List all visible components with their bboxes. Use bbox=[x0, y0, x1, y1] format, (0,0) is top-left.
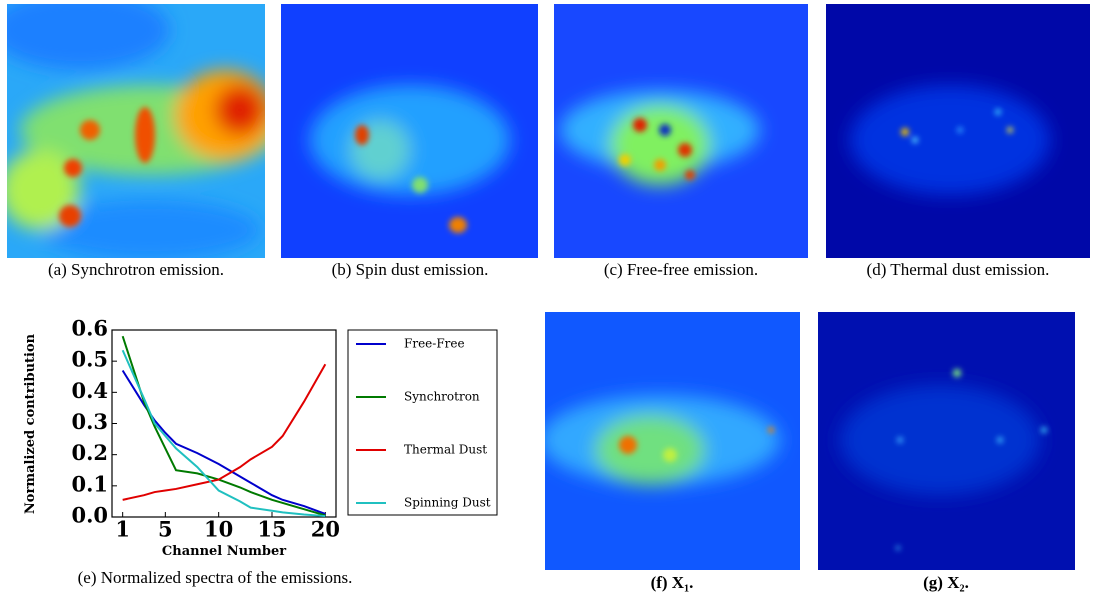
legend-label: Synchrotron bbox=[404, 390, 480, 404]
synchrotron-map bbox=[7, 4, 265, 258]
caption: (b) Spin dust emission. bbox=[332, 260, 489, 279]
y-tick-label: 0.5 bbox=[71, 347, 108, 372]
series-line bbox=[121, 349, 326, 518]
thermal-dust-map bbox=[826, 4, 1090, 258]
caption: (a) Synchrotron emission. bbox=[48, 260, 224, 279]
y-tick-label: 0.3 bbox=[71, 409, 108, 434]
caption: (g) X₂. bbox=[923, 573, 969, 592]
caption: (d) Thermal dust emission. bbox=[867, 260, 1050, 279]
free-free-map bbox=[554, 4, 808, 258]
caption: (c) Free-free emission. bbox=[604, 260, 758, 279]
y-tick-label: 0.0 bbox=[71, 503, 108, 528]
x-axis-label: Channel Number bbox=[162, 544, 286, 559]
series-line bbox=[121, 335, 326, 517]
x-tick-label: 20 bbox=[311, 517, 340, 542]
x-tick-label: 1 bbox=[115, 517, 130, 542]
legend-label: Thermal Dust bbox=[404, 443, 487, 457]
x1-map bbox=[545, 312, 800, 570]
spin-dust-map bbox=[281, 4, 538, 258]
legend-label: Spinning Dust bbox=[404, 496, 491, 510]
y-tick-label: 0.6 bbox=[71, 316, 108, 341]
x-tick-label: 15 bbox=[257, 517, 286, 542]
y-axis-label: Normalized contribution bbox=[23, 333, 38, 514]
legend-label: Free-Free bbox=[404, 337, 465, 351]
y-tick-label: 0.2 bbox=[71, 440, 108, 465]
x-tick-label: 10 bbox=[204, 517, 233, 542]
legend bbox=[347, 329, 498, 516]
caption: (e) Normalized spectra of the emissions. bbox=[78, 568, 353, 587]
y-tick-label: 0.4 bbox=[71, 378, 108, 403]
x2-map bbox=[818, 312, 1075, 570]
plot-frame bbox=[111, 329, 337, 518]
series-line bbox=[121, 369, 326, 515]
caption: (f) X₁. bbox=[651, 573, 694, 592]
series-line bbox=[122, 363, 327, 501]
y-tick-label: 0.1 bbox=[71, 471, 108, 496]
x-tick-label: 5 bbox=[158, 517, 173, 542]
